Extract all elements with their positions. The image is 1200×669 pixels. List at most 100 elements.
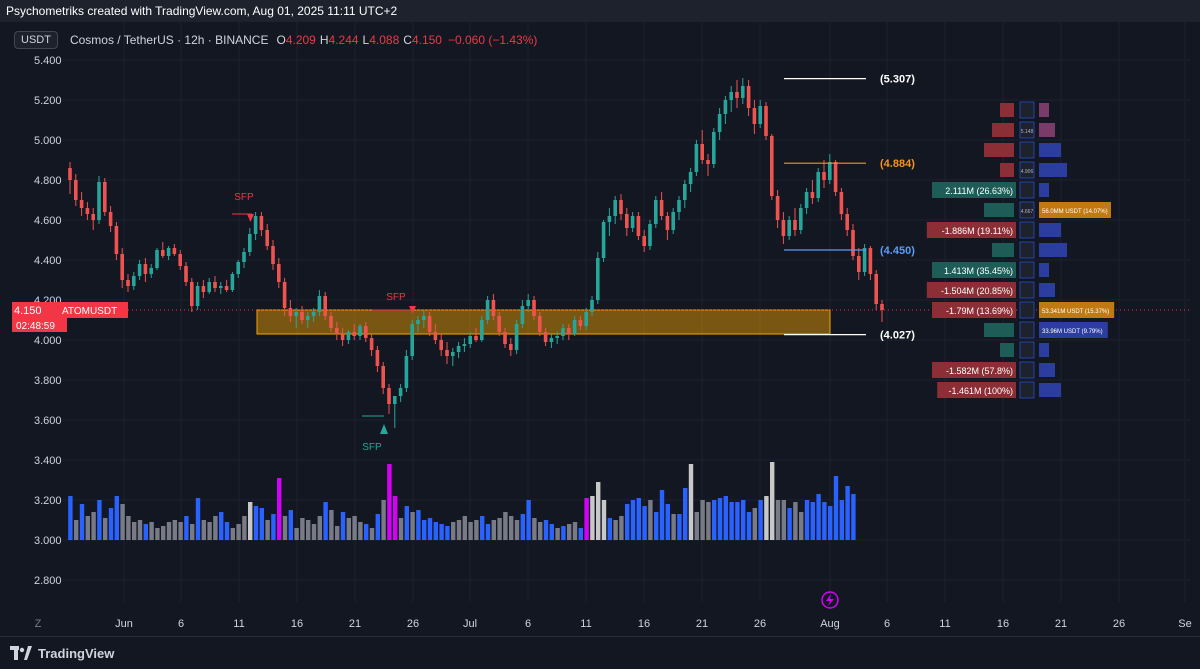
candle-body xyxy=(822,172,826,180)
candle-body xyxy=(201,286,206,292)
candle-body xyxy=(114,226,119,254)
candle-body xyxy=(422,316,426,320)
candle-body xyxy=(329,316,333,328)
candle-body xyxy=(277,264,281,282)
volume-bar xyxy=(248,502,253,540)
orderbook-price-cell xyxy=(1019,341,1035,359)
candle-body xyxy=(787,220,791,236)
candle-body xyxy=(845,214,849,230)
volume-bar xyxy=(520,514,525,540)
orderbook-right-text: 53.341M USDT (15.37%) xyxy=(1042,309,1109,315)
volume-bar xyxy=(445,526,450,540)
volume-bar xyxy=(671,514,676,540)
volume-bar xyxy=(456,520,462,540)
orderbook-price-cell xyxy=(1019,241,1035,259)
candle-body xyxy=(137,264,142,276)
candle-body xyxy=(503,332,507,344)
orderbook-price-cell xyxy=(1019,181,1035,199)
candle-body xyxy=(659,200,664,216)
candle-body xyxy=(103,182,107,212)
chart-area[interactable]: 5.400 5.200 5.000 4.800 4.600 4.400 4.200 4.000… xyxy=(0,22,1200,636)
volume-bar xyxy=(120,504,125,540)
x-tick-label: 21 xyxy=(349,618,361,630)
volume-bar xyxy=(630,500,636,540)
volume-bar xyxy=(236,524,241,540)
candle-body xyxy=(224,286,229,290)
volume-bar xyxy=(625,504,630,540)
orderbook-left-bar xyxy=(992,243,1014,257)
volume-bar xyxy=(190,524,195,540)
y-tick-label: 3.200 xyxy=(34,495,62,507)
high-value: 4.244 xyxy=(328,33,359,47)
orderbook-price-cell xyxy=(1019,361,1035,379)
candle-body xyxy=(584,312,588,326)
candle-body xyxy=(166,248,171,256)
volume-bar xyxy=(74,520,79,540)
candle-body xyxy=(596,258,600,300)
countdown-bg xyxy=(12,318,67,332)
orderbook-price-text: 4.667 xyxy=(1021,209,1034,215)
candle-body xyxy=(97,182,101,220)
candle-body xyxy=(364,326,368,338)
change-value: −0.060 (−1.43%) xyxy=(447,33,538,47)
candle-body xyxy=(688,172,693,184)
volume-bar xyxy=(735,502,740,540)
candle-body xyxy=(306,316,310,320)
candlestick-chart[interactable]: 5.4005.2005.0004.8004.6004.4004.2004.000… xyxy=(0,22,1200,636)
price-tag-bg xyxy=(12,302,128,318)
y-tick-label: 3.800 xyxy=(34,375,62,387)
orderbook-left-bar xyxy=(984,203,1014,217)
volume-bar xyxy=(642,506,647,540)
orderbook-left-bar xyxy=(984,143,1014,157)
volume-bar xyxy=(787,508,792,540)
symbol-description[interactable]: Cosmos / TetherUS · 12h · BINANCE xyxy=(69,33,269,47)
tradingview-logo[interactable]: TradingView xyxy=(10,646,114,661)
candle-body xyxy=(387,388,391,404)
x-tick-label: 16 xyxy=(997,618,1009,630)
candle-body xyxy=(532,300,536,316)
volume-bar xyxy=(288,510,293,540)
open-label: O xyxy=(276,33,286,47)
orderbook-left-text: 1.413M (35.45%) xyxy=(944,266,1013,276)
candle-body xyxy=(775,196,780,220)
x-tick-label: 26 xyxy=(407,618,419,630)
volume-bar xyxy=(654,512,659,540)
candle-body xyxy=(410,324,414,356)
orderbook-left-bar xyxy=(932,182,1016,198)
open-value: 4.209 xyxy=(285,33,316,47)
orderbook-right-bar xyxy=(1039,363,1055,377)
price-tag-ticker: ATOMUSDT xyxy=(62,306,117,317)
level-label: (4.027) xyxy=(880,330,915,342)
candle-body xyxy=(271,246,275,264)
volume-bar xyxy=(369,528,375,540)
candle-body xyxy=(68,168,72,180)
attribution-bar: Psychometriks created with TradingView.c… xyxy=(0,0,1200,22)
candle-body xyxy=(601,222,606,258)
volume-bar xyxy=(364,524,369,540)
sfp-arrow-up-icon xyxy=(380,424,388,434)
orderbook-price-cell xyxy=(1019,161,1035,179)
y-tick-label: 5.400 xyxy=(34,55,62,67)
volume-bar xyxy=(352,516,357,540)
candle-body xyxy=(132,276,136,286)
y-tick-label: 3.000 xyxy=(34,535,62,547)
candle-body xyxy=(741,86,745,98)
volume-bar xyxy=(758,500,763,540)
tradingview-logo-text: TradingView xyxy=(38,645,115,661)
currency-button[interactable]: USDT xyxy=(14,31,58,49)
volume-bar xyxy=(224,522,230,540)
volume-bar xyxy=(636,498,641,540)
candle-body xyxy=(451,352,455,356)
x-tick-label: Se xyxy=(1178,618,1191,630)
candle-body xyxy=(833,162,838,192)
candle-body xyxy=(456,346,461,352)
lightning-icon[interactable] xyxy=(821,591,839,609)
orderbook-left-bar xyxy=(1000,103,1014,117)
volume-bar xyxy=(578,528,583,540)
candle-body xyxy=(538,316,542,332)
candle-body xyxy=(874,274,878,304)
candle-body xyxy=(352,332,356,336)
candle-body xyxy=(190,282,194,306)
orderbook-price-cell xyxy=(1019,221,1035,239)
volume-bar xyxy=(828,506,833,540)
